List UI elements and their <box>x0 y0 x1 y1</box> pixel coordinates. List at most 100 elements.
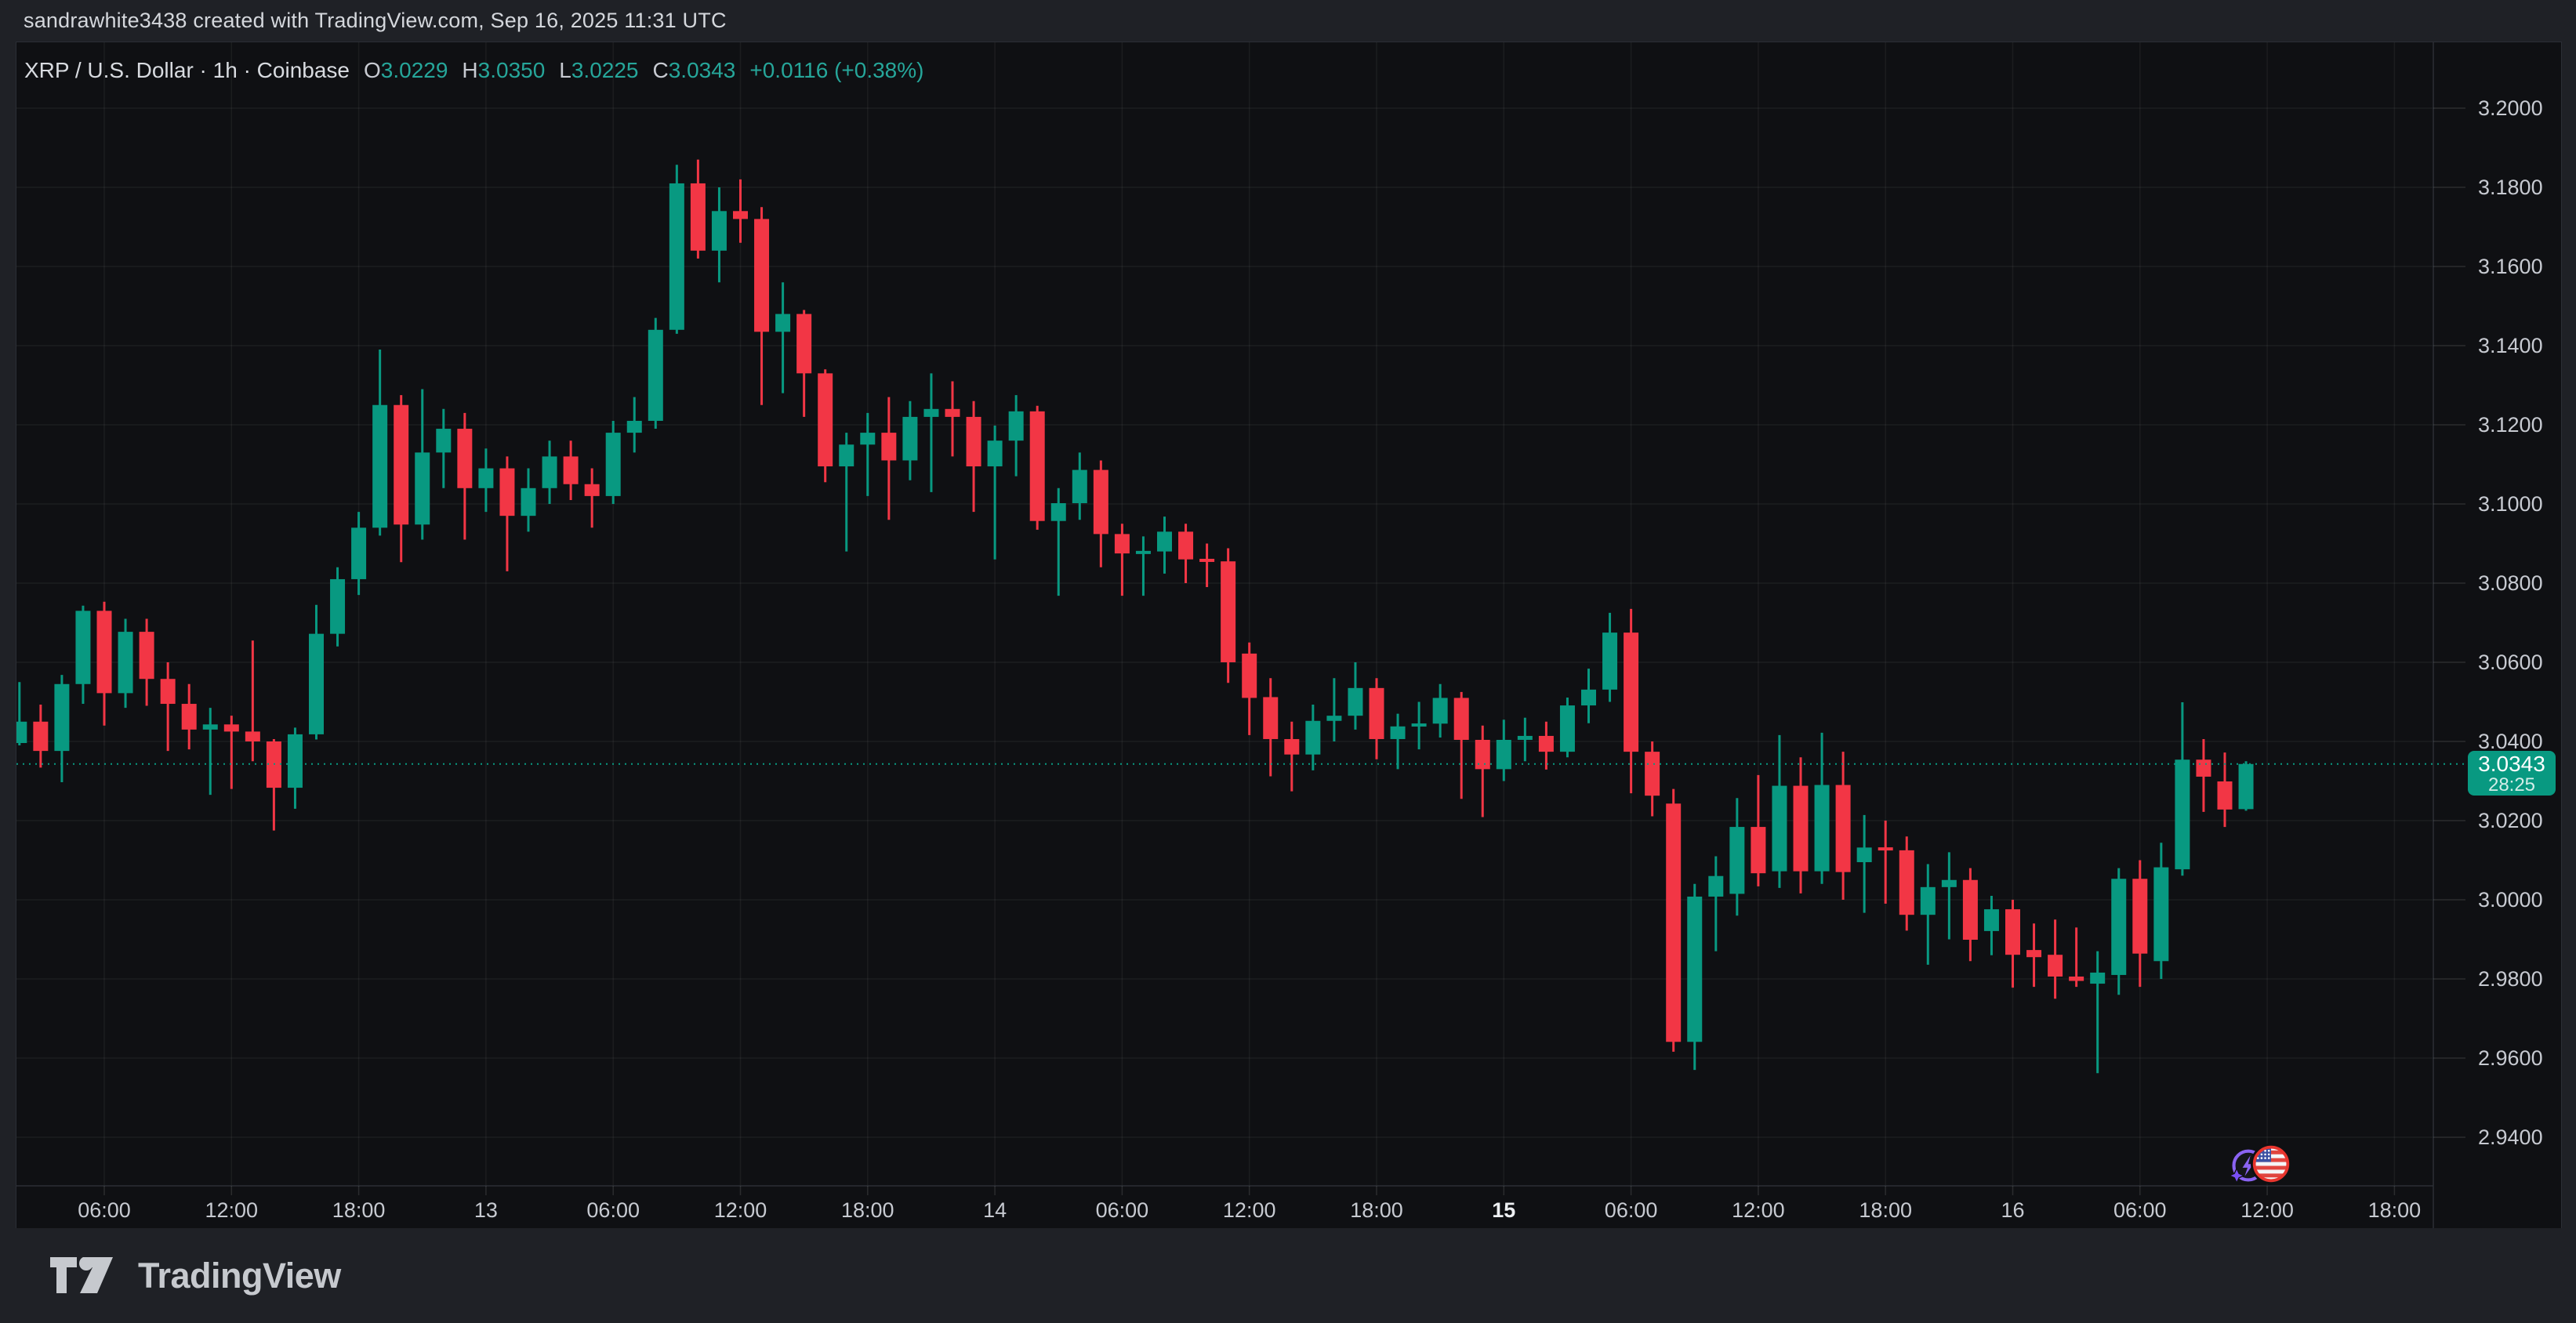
candle <box>309 604 324 740</box>
candle <box>415 389 430 540</box>
time-axis-label: 18:00 <box>1350 1198 1403 1222</box>
candle <box>542 440 557 504</box>
us-flag-event-icon[interactable] <box>2251 1144 2291 1184</box>
candle <box>1284 721 1300 792</box>
time-axis[interactable]: 06:00 12:00 18:00 13 06:00 12:00 18:00 14 06:00 1… <box>78 1186 2421 1222</box>
candle <box>2175 702 2190 876</box>
chart-area[interactable]: 3.2000 3.1800 3.1600 3.1400 3.1200 3.1000 3.08… <box>16 42 2562 1230</box>
candle <box>733 179 748 243</box>
price-axis-label: 2.9400 <box>2478 1125 2543 1149</box>
candle <box>54 675 70 783</box>
candle <box>1348 662 1363 730</box>
candle <box>330 567 346 647</box>
candle <box>202 708 218 796</box>
current-price-value: 3.0343 <box>2478 751 2545 776</box>
candle <box>1178 524 1194 583</box>
candle <box>1772 734 1787 888</box>
candle <box>1559 697 1575 758</box>
candle <box>2069 927 2084 988</box>
candlestick-chart[interactable]: 3.2000 3.1800 3.1600 3.1400 3.1200 3.1000 3.08… <box>16 42 2561 1229</box>
price-axis-label: 3.1400 <box>2478 334 2543 357</box>
candle <box>563 440 579 500</box>
candle <box>775 282 791 393</box>
bar-countdown: 28:25 <box>2487 774 2536 796</box>
candle <box>499 456 515 571</box>
symbol-title[interactable]: XRP / U.S. Dollar · 1h · Coinbase <box>24 58 350 82</box>
event-markers <box>2230 1144 2316 1191</box>
time-axis-label: 12:00 <box>1732 1198 1785 1222</box>
candle <box>1008 395 1024 477</box>
price-axis-label: 3.1000 <box>2478 492 2543 516</box>
candle <box>118 618 133 709</box>
price-axis-label: 3.1800 <box>2478 176 2543 199</box>
candle <box>2026 923 2042 988</box>
candle <box>690 159 706 259</box>
candle <box>478 448 494 513</box>
candle <box>839 433 854 552</box>
candle <box>1899 836 1914 931</box>
candle <box>1645 741 1660 817</box>
current-price-label: 3.0343 28:25 <box>2468 751 2556 796</box>
candle <box>1050 488 1066 596</box>
candle <box>1856 814 1872 913</box>
time-axis-label: 06:00 <box>1096 1198 1149 1222</box>
candle <box>1263 678 1279 777</box>
candle <box>2090 951 2106 1074</box>
candle <box>966 401 981 513</box>
candle <box>1602 612 1618 702</box>
price-axis-label: 3.0400 <box>2478 730 2543 753</box>
time-axis-label: 14 <box>983 1198 1007 1222</box>
candle <box>648 317 663 430</box>
candle <box>16 682 27 746</box>
candle <box>1708 856 1724 951</box>
ohlc-high: H3.0350 <box>462 58 546 82</box>
time-axis-label: 18:00 <box>2368 1198 2422 1222</box>
candle-series <box>16 159 2254 1074</box>
candle <box>2196 738 2211 812</box>
candle <box>2153 843 2169 979</box>
ohlc-low: L3.0225 <box>559 58 639 82</box>
candle <box>1432 683 1448 738</box>
candle <box>1453 691 1469 799</box>
candle <box>287 727 303 809</box>
time-axis-label: 06:00 <box>586 1198 640 1222</box>
candle <box>1135 536 1151 596</box>
footer-bar: TradingView <box>0 1228 2576 1323</box>
candle <box>1221 548 1236 683</box>
time-axis-label: 18:00 <box>1859 1198 1912 1222</box>
price-axis-label: 2.9600 <box>2478 1046 2543 1070</box>
ohlc-open: O3.0229 <box>363 58 448 82</box>
candle <box>372 350 388 536</box>
candle <box>1326 678 1342 741</box>
candle <box>605 420 621 504</box>
candle <box>1624 608 1639 794</box>
candle <box>1751 774 1766 886</box>
candle <box>394 395 409 563</box>
price-axis-label: 3.0000 <box>2478 888 2543 912</box>
price-axis[interactable]: 3.2000 3.1800 3.1600 3.1400 3.1200 3.1000 3.08… <box>2433 96 2543 1149</box>
candle <box>2217 752 2233 828</box>
candle <box>1305 705 1321 770</box>
candle <box>669 165 684 334</box>
candle <box>1920 864 1936 965</box>
candle <box>1581 669 1596 723</box>
candle <box>1072 452 1087 520</box>
candle <box>1496 719 1511 781</box>
candle <box>796 310 812 417</box>
tradingview-logo-icon[interactable] <box>50 1256 116 1295</box>
price-axis-label: 3.1600 <box>2478 255 2543 278</box>
time-axis-label: 15 <box>1492 1198 1515 1222</box>
candle <box>1475 725 1490 817</box>
candle <box>2048 919 2063 999</box>
candle <box>881 397 897 520</box>
candle <box>2238 761 2254 811</box>
ohlc-close: C3.0343 <box>652 58 736 82</box>
watermark-bar: sandrawhite3438 created with TradingView… <box>0 0 2576 42</box>
brand-name[interactable]: TradingView <box>138 1255 341 1296</box>
candle <box>1157 517 1172 574</box>
candle <box>1538 721 1554 770</box>
time-axis-label: 12:00 <box>205 1198 259 1222</box>
candle <box>181 683 197 750</box>
change-value: +0.0116 (+0.38%) <box>749 58 924 82</box>
candle <box>1687 883 1703 1071</box>
